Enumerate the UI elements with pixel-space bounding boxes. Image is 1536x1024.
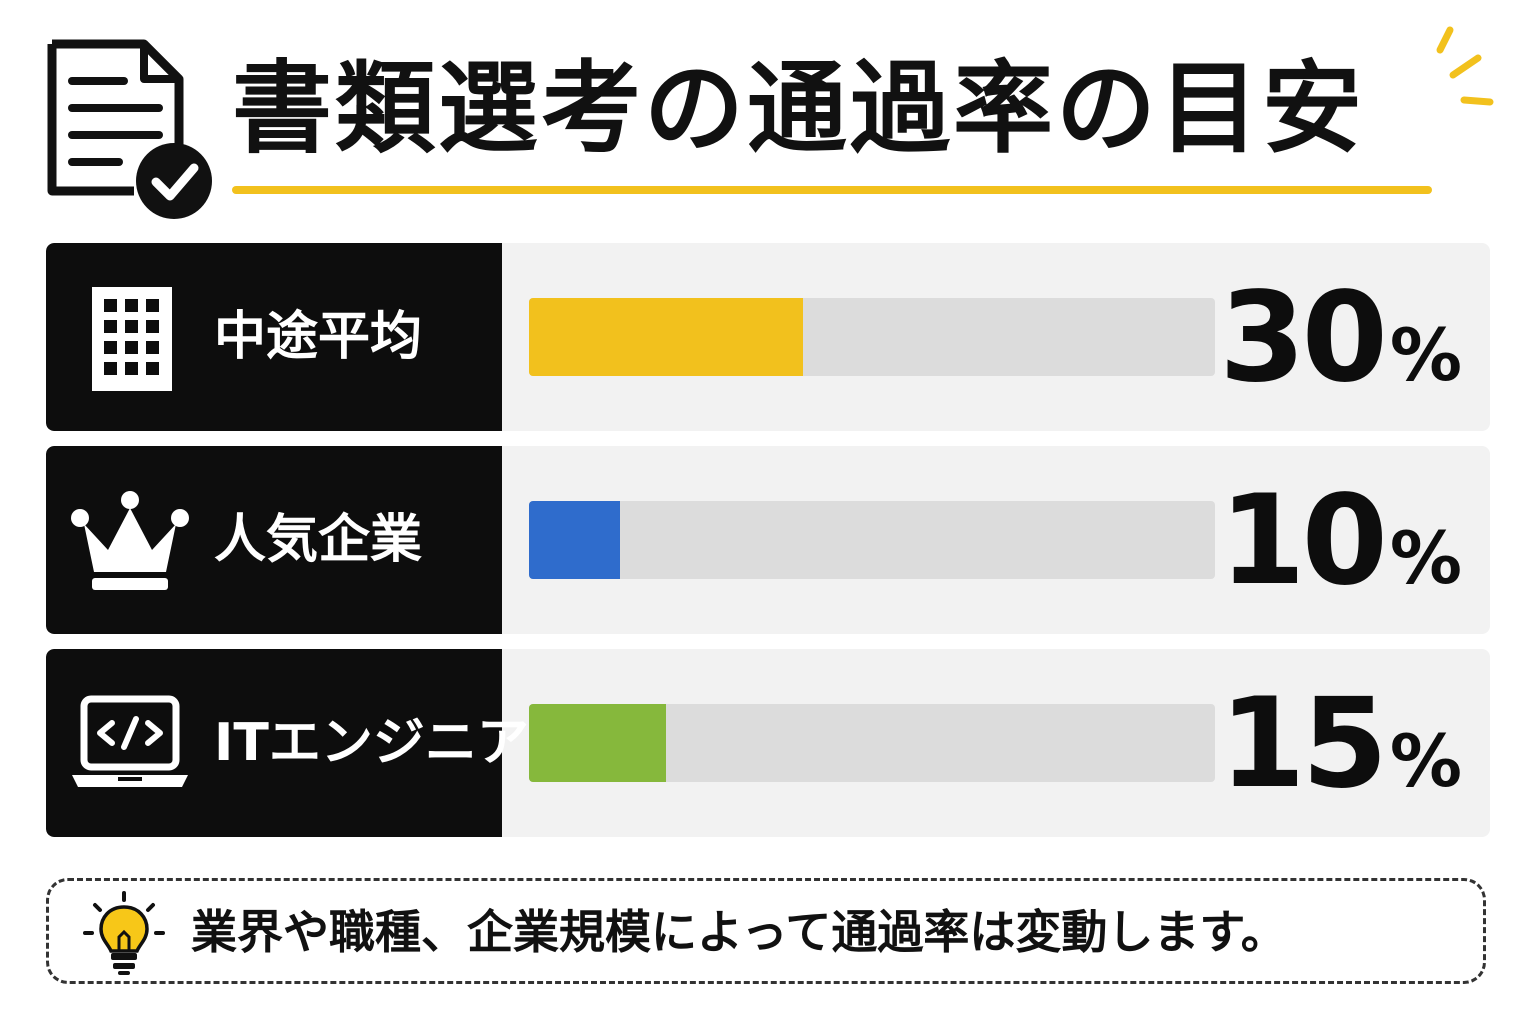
bar-fill bbox=[529, 704, 666, 782]
bar-row-0: 中途平均 30% bbox=[46, 243, 1490, 431]
category-label: ITエンジニア bbox=[214, 713, 529, 773]
value-unit: % bbox=[1389, 516, 1462, 600]
crown-icon bbox=[71, 491, 189, 590]
bar-row-1: 人気企業 10% bbox=[46, 446, 1490, 634]
header: 書類選考の通過率の目安 bbox=[0, 0, 1536, 225]
bar-fill bbox=[529, 298, 803, 376]
bar-track bbox=[529, 501, 1215, 579]
bar-track bbox=[529, 298, 1215, 376]
document-check-icon bbox=[47, 39, 212, 219]
bar-fill bbox=[529, 501, 620, 579]
bar-row-2: ITエンジニア 15% bbox=[46, 649, 1490, 837]
category-label: 中途平均 bbox=[214, 307, 423, 367]
category-label-panel: ITエンジニア bbox=[46, 649, 529, 837]
title-underline bbox=[232, 186, 1432, 194]
category-label-panel: 中途平均 bbox=[46, 243, 502, 431]
sparkle-icon bbox=[1436, 26, 1494, 106]
value-label: 10% bbox=[1219, 476, 1462, 606]
value-number: 10 bbox=[1219, 469, 1388, 613]
value-label: 30% bbox=[1219, 273, 1462, 403]
lightbulb-icon bbox=[83, 891, 165, 975]
category-label-panel: 人気企業 bbox=[46, 446, 502, 634]
value-number: 15 bbox=[1219, 672, 1388, 816]
bar-track bbox=[529, 704, 1215, 782]
note-text: 業界や職種、企業規模によって通過率は変動します。 bbox=[191, 905, 1287, 959]
value-label: 15% bbox=[1219, 679, 1462, 809]
building-icon bbox=[92, 287, 172, 391]
note-box: 業界や職種、企業規模によって通過率は変動します。 bbox=[46, 878, 1486, 984]
value-unit: % bbox=[1389, 719, 1462, 803]
bar-chart: 中途平均 30% 人気企業 10% bbox=[46, 243, 1490, 852]
value-unit: % bbox=[1389, 313, 1462, 397]
page-title: 書類選考の通過率の目安 bbox=[232, 50, 1365, 167]
laptop-code-icon bbox=[72, 695, 188, 787]
category-label: 人気企業 bbox=[214, 510, 423, 570]
value-number: 30 bbox=[1219, 266, 1388, 410]
